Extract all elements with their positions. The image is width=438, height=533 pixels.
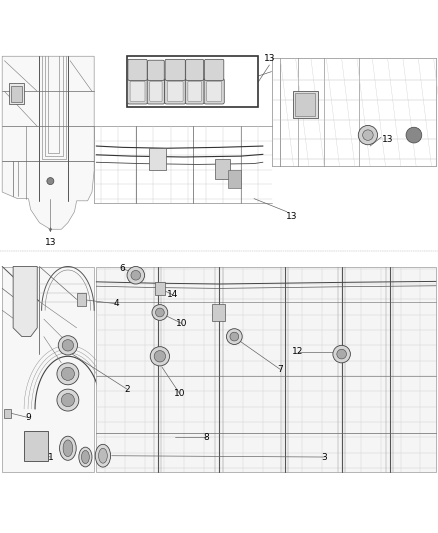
- Bar: [155, 282, 165, 295]
- Ellipse shape: [79, 447, 92, 467]
- Text: 14: 14: [167, 290, 179, 300]
- Text: 13: 13: [45, 238, 56, 247]
- Circle shape: [155, 308, 164, 317]
- Bar: [24, 431, 48, 462]
- Text: 4: 4: [113, 299, 119, 308]
- Bar: [215, 159, 230, 179]
- Circle shape: [61, 393, 74, 407]
- FancyBboxPatch shape: [127, 78, 148, 104]
- Circle shape: [58, 336, 78, 355]
- FancyBboxPatch shape: [204, 78, 224, 104]
- Text: 7: 7: [277, 365, 283, 374]
- Polygon shape: [13, 266, 37, 336]
- FancyBboxPatch shape: [148, 60, 164, 80]
- Circle shape: [358, 125, 378, 145]
- Text: 8: 8: [203, 433, 209, 442]
- FancyBboxPatch shape: [188, 81, 201, 101]
- Ellipse shape: [63, 440, 73, 457]
- Circle shape: [57, 389, 79, 411]
- Circle shape: [47, 177, 54, 184]
- Ellipse shape: [60, 436, 76, 461]
- Ellipse shape: [81, 450, 89, 464]
- Ellipse shape: [95, 445, 110, 467]
- Text: 12: 12: [292, 348, 304, 357]
- Circle shape: [62, 340, 74, 351]
- Circle shape: [363, 130, 373, 140]
- FancyBboxPatch shape: [150, 81, 162, 101]
- Bar: [4, 409, 11, 418]
- Circle shape: [61, 367, 74, 381]
- Text: 10: 10: [176, 319, 187, 328]
- FancyBboxPatch shape: [128, 59, 147, 80]
- Polygon shape: [2, 56, 94, 229]
- FancyBboxPatch shape: [207, 81, 222, 101]
- Bar: [9, 83, 24, 104]
- Circle shape: [150, 346, 170, 366]
- Circle shape: [57, 363, 79, 385]
- FancyBboxPatch shape: [185, 78, 204, 104]
- FancyBboxPatch shape: [186, 59, 204, 80]
- Bar: [228, 170, 241, 188]
- Text: 2: 2: [124, 385, 130, 394]
- Circle shape: [333, 345, 350, 363]
- Text: 13: 13: [286, 212, 297, 221]
- Bar: [212, 304, 225, 321]
- Circle shape: [406, 127, 422, 143]
- Circle shape: [337, 349, 346, 359]
- Circle shape: [131, 270, 141, 280]
- Polygon shape: [96, 266, 436, 472]
- Bar: [293, 91, 318, 118]
- Text: 10: 10: [174, 389, 185, 398]
- FancyBboxPatch shape: [130, 81, 145, 101]
- Circle shape: [152, 304, 168, 320]
- Circle shape: [154, 351, 166, 362]
- Bar: [77, 293, 86, 306]
- Bar: [149, 148, 166, 170]
- Circle shape: [127, 266, 145, 284]
- FancyBboxPatch shape: [165, 59, 185, 80]
- FancyBboxPatch shape: [167, 81, 183, 101]
- Text: 13: 13: [264, 54, 275, 63]
- FancyBboxPatch shape: [165, 78, 186, 104]
- Bar: [127, 56, 258, 107]
- Circle shape: [230, 332, 239, 341]
- Text: 13: 13: [382, 135, 393, 144]
- Circle shape: [226, 329, 242, 344]
- Bar: [11, 86, 22, 102]
- Ellipse shape: [99, 448, 107, 463]
- Bar: [295, 93, 315, 116]
- Text: 3: 3: [321, 453, 327, 462]
- Text: 6: 6: [120, 264, 126, 273]
- Text: 1: 1: [47, 453, 53, 462]
- Polygon shape: [2, 266, 94, 472]
- FancyBboxPatch shape: [147, 78, 165, 104]
- FancyBboxPatch shape: [205, 59, 224, 80]
- Text: 9: 9: [25, 413, 32, 422]
